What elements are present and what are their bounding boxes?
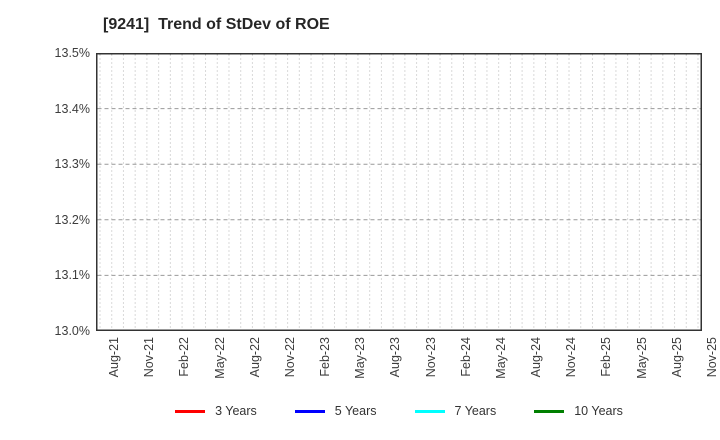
y-tick-label: 13.2% bbox=[54, 212, 90, 227]
legend-swatch-10-years bbox=[534, 409, 565, 413]
x-tick-label: May-22 bbox=[212, 337, 227, 379]
x-tick-label: Feb-24 bbox=[458, 337, 473, 377]
x-tick-label: May-23 bbox=[353, 337, 368, 379]
y-tick-label: 13.3% bbox=[54, 157, 90, 172]
legend-swatch-3-years bbox=[175, 409, 206, 413]
x-tick-label: Aug-25 bbox=[669, 337, 684, 378]
y-tick-label: 13.5% bbox=[54, 46, 90, 60]
legend-label-10-years: 10 Years bbox=[574, 404, 623, 418]
x-tick-label: Feb-22 bbox=[177, 337, 192, 377]
x-tick-label: Aug-24 bbox=[529, 337, 544, 378]
legend-item-10-years: 10 Years bbox=[534, 404, 623, 418]
x-tick-label: Aug-23 bbox=[388, 337, 403, 378]
legend-swatch-5-years bbox=[294, 409, 325, 413]
x-tick-label: Nov-22 bbox=[282, 337, 297, 378]
x-tick-label: May-25 bbox=[634, 337, 649, 379]
x-tick-label: Nov-21 bbox=[142, 337, 157, 378]
y-tick-label: 13.1% bbox=[54, 268, 90, 283]
legend-swatch-7-years bbox=[414, 409, 445, 413]
legend-label-5-years: 5 Years bbox=[334, 404, 377, 418]
x-tick-label: Aug-21 bbox=[107, 337, 121, 378]
x-tick-label: Aug-22 bbox=[247, 337, 262, 378]
x-tick-label: May-24 bbox=[493, 337, 508, 379]
plot-grid bbox=[96, 53, 702, 331]
legend-label-3-years: 3 Years bbox=[215, 404, 257, 418]
x-tick-label: Nov-24 bbox=[564, 337, 579, 378]
x-tick-label: Feb-23 bbox=[318, 337, 333, 377]
x-tick-label: Nov-25 bbox=[705, 337, 719, 378]
legend-label-7-years: 7 Years bbox=[454, 404, 497, 418]
chart-title: [9241] Trend of StDev of ROE bbox=[103, 16, 330, 33]
x-tick-label: Nov-23 bbox=[423, 337, 438, 378]
x-tick-label: Feb-25 bbox=[599, 337, 614, 377]
legend: 3 Years 5 Years 7 Years 10 Years bbox=[96, 404, 702, 418]
y-tick-label: 13.0% bbox=[54, 324, 90, 338]
legend-item-7-years: 7 Years bbox=[414, 404, 497, 418]
legend-item-3-years: 3 Years bbox=[175, 404, 257, 418]
legend-item-5-years: 5 Years bbox=[294, 404, 377, 418]
y-tick-label: 13.4% bbox=[54, 101, 90, 116]
